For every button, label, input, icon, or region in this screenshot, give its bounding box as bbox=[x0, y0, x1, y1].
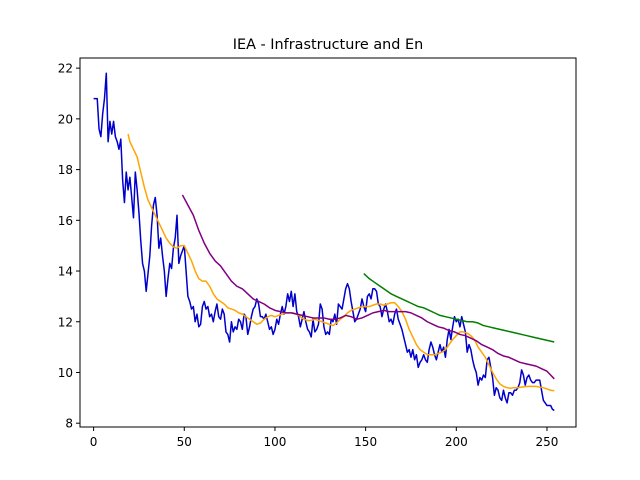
chart-title: IEA - Infrastructure and En bbox=[233, 37, 423, 53]
axes-frame bbox=[79, 57, 577, 428]
x-tick-label: 0 bbox=[90, 435, 98, 449]
series-line-3 bbox=[181, 194, 555, 380]
plot-area bbox=[93, 72, 555, 412]
y-tick-label: 8 bbox=[65, 417, 73, 431]
y-tick-label: 18 bbox=[58, 163, 73, 177]
x-tick-label: 100 bbox=[264, 435, 287, 449]
x-tick-label: 50 bbox=[177, 435, 192, 449]
x-tick-label: 200 bbox=[445, 435, 468, 449]
y-axis: 8 10 12 14 16 18 20 22 bbox=[58, 62, 80, 431]
series-line-4 bbox=[363, 273, 555, 343]
y-tick-label: 22 bbox=[58, 62, 73, 76]
y-tick-label: 14 bbox=[58, 265, 73, 279]
y-tick-label: 10 bbox=[58, 366, 73, 380]
series-line-2 bbox=[127, 133, 555, 392]
series-line-1 bbox=[93, 72, 555, 412]
y-tick-label: 16 bbox=[58, 214, 73, 228]
x-tick-label: 150 bbox=[354, 435, 377, 449]
x-tick-label: 250 bbox=[536, 435, 559, 449]
y-tick-label: 20 bbox=[58, 112, 73, 126]
x-axis: 0 50 100 150 200 250 bbox=[90, 427, 559, 449]
y-tick-label: 12 bbox=[58, 315, 73, 329]
